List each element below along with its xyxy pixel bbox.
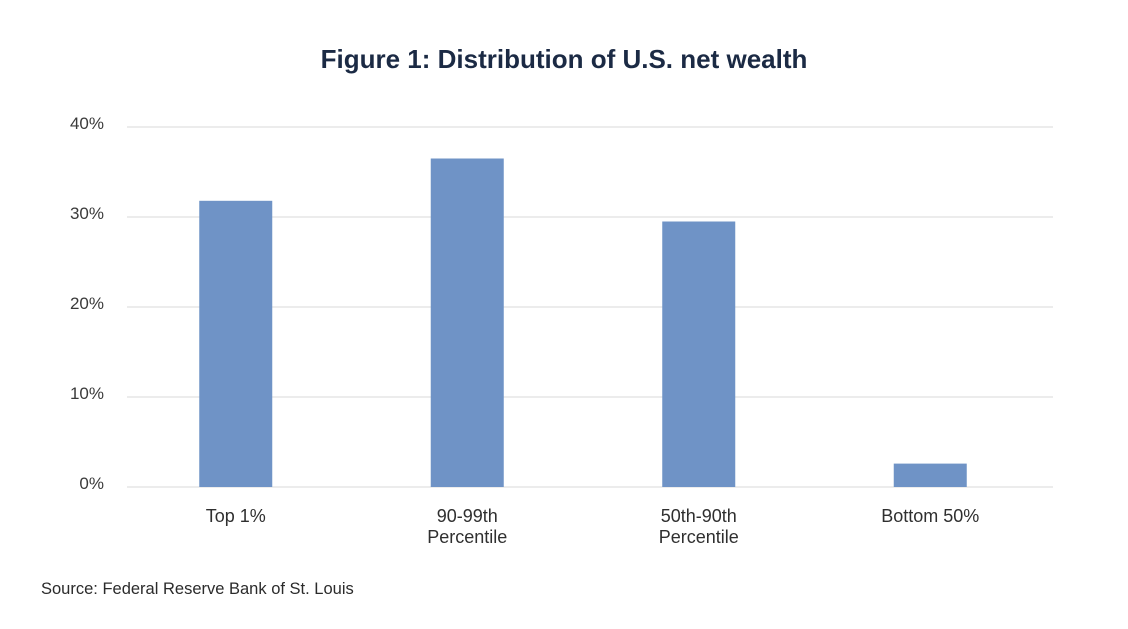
chart-title: Figure 1: Distribution of U.S. net wealt… [320,44,808,74]
y-tick-label: 0% [79,474,104,493]
x-tick-label: Bottom 50% [881,506,979,526]
y-tick-label: 30% [70,204,104,223]
y-tick-label: 10% [70,384,104,403]
x-tick-label-line: Top 1% [206,506,266,526]
y-tick-label: 40% [70,114,104,133]
x-tick-label: 90-99th Percentile [427,506,507,547]
y-axis-ticks: 0% 10% 20% 30% 40% [70,114,104,493]
bar [893,463,967,487]
x-tick-label: 50th-90th Percentile [659,506,739,547]
y-tick-label: 20% [70,294,104,313]
x-tick-label: Top 1% [206,506,266,526]
x-tick-label-line: 50th-90th [661,506,737,526]
source-note: Source: Federal Reserve Bank of St. Loui… [41,580,354,598]
x-tick-label-line: Bottom 50% [881,506,979,526]
x-tick-label-line: Percentile [659,527,739,547]
x-tick-label-line: 90-99th [437,506,498,526]
bar [662,221,736,487]
bar [430,158,504,487]
bars [199,158,967,488]
x-tick-label-line: Percentile [427,527,507,547]
bar [199,200,273,488]
